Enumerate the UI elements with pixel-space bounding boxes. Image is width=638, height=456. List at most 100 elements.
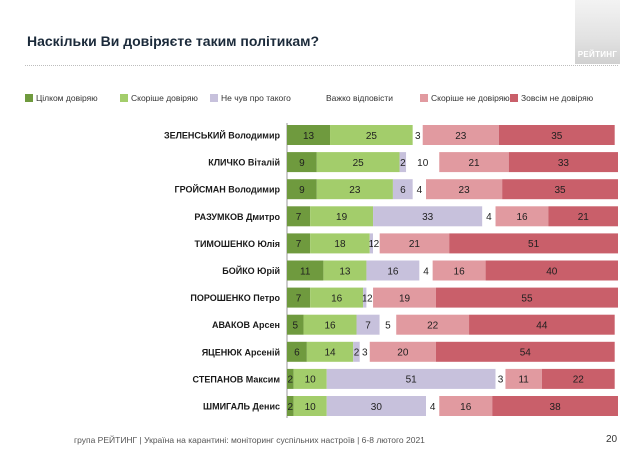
data-label: 6	[400, 185, 406, 196]
bar-segment	[392, 179, 413, 200]
bar-segment	[363, 287, 367, 308]
bar-segment	[287, 368, 294, 389]
bar-segment	[541, 368, 615, 389]
data-label: 33	[422, 212, 434, 223]
footer-text: група РЕЙТИНГ | Україна на карантині: мо…	[74, 435, 425, 445]
bar-segment	[359, 341, 370, 362]
chart-title: Наскільки Ви довіряєте таким політикам?	[27, 33, 320, 49]
data-label: 21	[468, 158, 480, 169]
data-label: 16	[387, 266, 399, 277]
data-label: 2	[354, 348, 360, 359]
legend-swatch	[420, 94, 428, 102]
bar-segment	[379, 233, 450, 254]
category-label: ЯЦЕНЮК Арсеній	[202, 347, 280, 357]
rating-logo: РЕЙТИНГ	[575, 0, 620, 64]
data-label: 2	[400, 158, 406, 169]
legend-label: Скоріше не довіряю	[431, 93, 510, 103]
bar-segment	[502, 179, 618, 200]
data-label: 4	[486, 212, 492, 223]
data-label: 2	[288, 402, 294, 413]
bar-segment	[373, 233, 380, 254]
data-label: 7	[296, 212, 302, 223]
data-label: 13	[303, 131, 315, 142]
data-label: 2	[374, 239, 380, 250]
bar-segment	[435, 287, 618, 308]
category-label: БОЙКО Юрій	[222, 265, 280, 276]
bar-segment	[287, 287, 311, 308]
category-label: ГРОЙСМАН Володимир	[174, 184, 280, 195]
bar-segment	[439, 396, 493, 416]
bar-segment	[426, 396, 440, 416]
bar-segment	[287, 260, 324, 281]
data-label: 38	[550, 402, 562, 413]
legend-label: Зовсім не довіряю	[521, 93, 594, 103]
bar-segment	[426, 179, 503, 200]
data-label: 14	[324, 348, 336, 359]
bar-segment	[435, 341, 615, 362]
bar-segment	[353, 341, 360, 362]
bar-segment	[373, 206, 483, 227]
data-label: 25	[366, 131, 378, 142]
data-label: 19	[399, 293, 411, 304]
data-label: 11	[300, 266, 311, 277]
bar-segment	[548, 206, 618, 227]
category-label: СТЕПАНОВ Максим	[193, 374, 281, 384]
category-label: КЛИЧКО Віталій	[208, 158, 280, 168]
bar-segment	[422, 125, 499, 145]
data-label: 7	[296, 239, 302, 250]
bar-segment	[396, 314, 470, 335]
data-label: 16	[454, 266, 466, 277]
bar-segment	[373, 287, 436, 308]
data-label: 23	[455, 131, 467, 142]
data-label: 51	[406, 375, 418, 386]
bar-segment	[482, 206, 496, 227]
data-label: 35	[555, 185, 567, 196]
legend-swatch	[120, 94, 128, 102]
data-label: 11	[518, 375, 529, 386]
category-label: РАЗУМКОВ Дмитро	[194, 212, 280, 222]
data-label: 22	[573, 375, 585, 386]
page-number: 20	[606, 434, 618, 445]
category-label: ТИМОШЕНКО Юлія	[194, 239, 280, 249]
logo-text: РЕЙТИНГ	[577, 50, 618, 59]
data-label: 16	[324, 321, 336, 332]
bar-segment	[287, 125, 331, 145]
data-label: 9	[299, 185, 305, 196]
bar-segment	[495, 368, 506, 389]
data-label: 30	[371, 402, 383, 413]
legend-swatch	[315, 94, 323, 102]
data-label: 5	[292, 321, 298, 332]
legend-label: Скоріше довіряю	[131, 93, 198, 103]
bar-segment	[366, 260, 420, 281]
bar-segment	[379, 314, 397, 335]
data-label: 6	[294, 348, 300, 359]
bar-segment	[495, 206, 549, 227]
category-label: ПОРОШЕНКО Петро	[190, 293, 280, 303]
bar-segment	[293, 368, 327, 389]
data-label: 13	[339, 266, 351, 277]
data-label: 3	[362, 348, 368, 359]
bar-segment	[293, 396, 327, 416]
bar-segment	[326, 368, 496, 389]
bar-segment	[323, 260, 367, 281]
bar-segment	[432, 260, 486, 281]
legend-swatch	[25, 94, 33, 102]
bar-segment	[369, 233, 374, 254]
bar-segment	[366, 287, 374, 308]
data-label: 10	[417, 158, 429, 169]
data-label: 5	[385, 321, 391, 332]
bar-segment	[412, 179, 427, 200]
header-divider	[25, 65, 618, 66]
legend-swatch	[210, 94, 218, 102]
data-label: 55	[521, 293, 533, 304]
bar-segment	[310, 233, 370, 254]
bar-segment	[287, 152, 317, 173]
data-label: 3	[498, 375, 504, 386]
bar-segment	[306, 341, 354, 362]
data-label: 10	[305, 402, 317, 413]
bar-segment	[287, 314, 304, 335]
data-label: 4	[417, 185, 423, 196]
data-label: 19	[336, 212, 348, 223]
bar-segment	[406, 152, 440, 173]
data-label: 21	[578, 212, 590, 223]
